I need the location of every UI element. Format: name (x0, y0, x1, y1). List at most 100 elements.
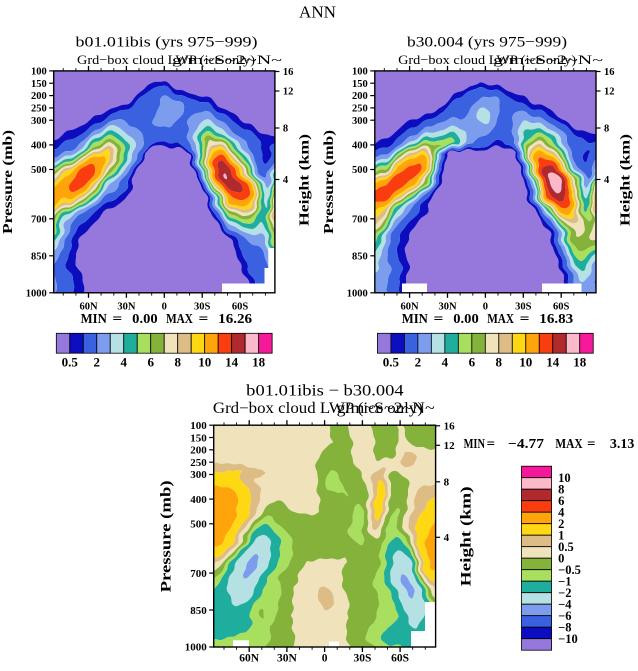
svg-text:0.5: 0.5 (62, 355, 79, 370)
svg-text:Height (km): Height (km) (459, 486, 475, 586)
svg-text:−10: −10 (558, 632, 578, 646)
svg-text:30N: 30N (117, 302, 136, 313)
svg-text:Height (km): Height (km) (298, 134, 313, 226)
svg-text:60S: 60S (232, 302, 249, 313)
svg-text:b01.01ibis (yrs 975−999): b01.01ibis (yrs 975−999) (76, 35, 258, 51)
svg-text:Grd−box cloud LWP (ice only): Grd−box cloud LWP (ice only) (77, 52, 255, 67)
svg-text:12: 12 (283, 87, 294, 98)
svg-text:4: 4 (604, 175, 610, 186)
svg-text:100: 100 (31, 67, 47, 78)
svg-text:200: 200 (190, 445, 207, 457)
svg-text:=: = (112, 312, 122, 327)
svg-text:1000: 1000 (26, 288, 47, 299)
svg-text:16: 16 (604, 67, 615, 78)
svg-text:g/m~S~2~N~: g/m~S~2~N~ (172, 52, 282, 67)
svg-text:250: 250 (352, 104, 368, 115)
svg-text:150: 150 (352, 79, 368, 90)
svg-text:MAX: MAX (555, 437, 582, 452)
svg-text:300: 300 (352, 116, 368, 127)
svg-text:16: 16 (283, 67, 294, 78)
svg-text:10: 10 (198, 355, 211, 370)
svg-text:700: 700 (190, 568, 207, 580)
svg-text:100: 100 (190, 420, 207, 432)
svg-text:500: 500 (190, 519, 207, 531)
svg-text:b30.004 (yrs 975−999): b30.004 (yrs 975−999) (407, 35, 567, 51)
svg-text:850: 850 (190, 605, 207, 617)
svg-text:0.00: 0.00 (132, 312, 157, 327)
svg-text:30S: 30S (515, 302, 532, 313)
svg-text:−6: −6 (558, 609, 571, 623)
svg-text:4: 4 (442, 355, 449, 370)
svg-text:60S: 60S (553, 302, 570, 313)
svg-text:2: 2 (94, 355, 101, 370)
svg-text:8: 8 (604, 124, 609, 135)
svg-text:12: 12 (604, 87, 615, 98)
svg-text:2: 2 (558, 517, 564, 531)
svg-text:Grd−box cloud LWP (ice only): Grd−box cloud LWP (ice only) (398, 52, 576, 67)
svg-text:14: 14 (546, 355, 560, 370)
svg-text:8: 8 (444, 477, 450, 489)
svg-text:500: 500 (31, 165, 47, 176)
svg-text:4: 4 (283, 175, 289, 186)
svg-text:16.26: 16.26 (218, 312, 252, 327)
svg-text:16: 16 (444, 421, 456, 433)
svg-text:=: = (199, 312, 209, 327)
svg-text:6: 6 (147, 355, 154, 370)
svg-text:1000: 1000 (347, 288, 368, 299)
svg-text:18: 18 (252, 355, 266, 370)
svg-text:12: 12 (444, 440, 456, 452)
svg-text:1: 1 (558, 528, 564, 542)
svg-text:−2: −2 (558, 586, 571, 600)
svg-text:8: 8 (174, 355, 181, 370)
svg-text:60N: 60N (79, 302, 98, 313)
svg-text:400: 400 (31, 140, 47, 151)
svg-text:150: 150 (31, 79, 47, 90)
svg-text:250: 250 (190, 457, 207, 469)
svg-text:30N: 30N (277, 653, 298, 665)
svg-text:150: 150 (190, 432, 207, 444)
svg-text:4: 4 (121, 355, 128, 370)
svg-text:−4: −4 (558, 597, 572, 611)
svg-text:=: = (520, 312, 530, 327)
svg-text:0: 0 (483, 302, 488, 313)
svg-text:−8: −8 (558, 620, 571, 634)
svg-text:=: = (434, 312, 444, 327)
svg-text:0.5: 0.5 (558, 540, 574, 554)
svg-text:Pressure (mb): Pressure (mb) (322, 130, 337, 234)
svg-text:200: 200 (31, 91, 47, 102)
svg-text:0: 0 (558, 551, 564, 565)
svg-text:Grd−box cloud LWP (ice only): Grd−box cloud LWP (ice only) (213, 400, 423, 417)
svg-text:MIN: MIN (402, 312, 428, 327)
svg-text:60N: 60N (239, 653, 260, 665)
svg-text:1000: 1000 (185, 642, 208, 654)
svg-text:0: 0 (322, 653, 328, 665)
svg-text:100: 100 (352, 67, 368, 78)
svg-text:3.13: 3.13 (610, 437, 634, 452)
svg-text:10: 10 (519, 355, 532, 370)
svg-text:400: 400 (352, 140, 368, 151)
svg-text:Height (km): Height (km) (619, 134, 634, 226)
svg-text:−1: −1 (558, 574, 571, 588)
svg-text:MAX: MAX (166, 312, 193, 327)
svg-text:250: 250 (31, 104, 47, 115)
svg-text:850: 850 (31, 251, 47, 262)
svg-text:700: 700 (352, 214, 368, 225)
svg-text:g/m~S~2~N~: g/m~S~2~N~ (337, 400, 435, 417)
svg-text:MAX: MAX (487, 312, 514, 327)
svg-text:30N: 30N (438, 302, 457, 313)
svg-text:Pressure (mb): Pressure (mb) (159, 480, 175, 592)
svg-text:30S: 30S (194, 302, 211, 313)
svg-text:4: 4 (444, 532, 450, 544)
svg-text:18: 18 (573, 355, 587, 370)
svg-text:−0.5: −0.5 (558, 563, 581, 577)
svg-text:ANN: ANN (299, 3, 336, 22)
svg-text:400: 400 (190, 494, 207, 506)
svg-text:30S: 30S (353, 653, 371, 665)
svg-text:60S: 60S (391, 653, 409, 665)
svg-text:14: 14 (225, 355, 239, 370)
svg-text:b01.01ibis − b30.004: b01.01ibis − b30.004 (246, 383, 403, 400)
svg-text:10: 10 (558, 471, 571, 485)
svg-text:−4.77: −4.77 (508, 437, 544, 452)
svg-text:16.83: 16.83 (539, 312, 573, 327)
svg-text:g/m~S~2~N~: g/m~S~2~N~ (493, 52, 603, 67)
